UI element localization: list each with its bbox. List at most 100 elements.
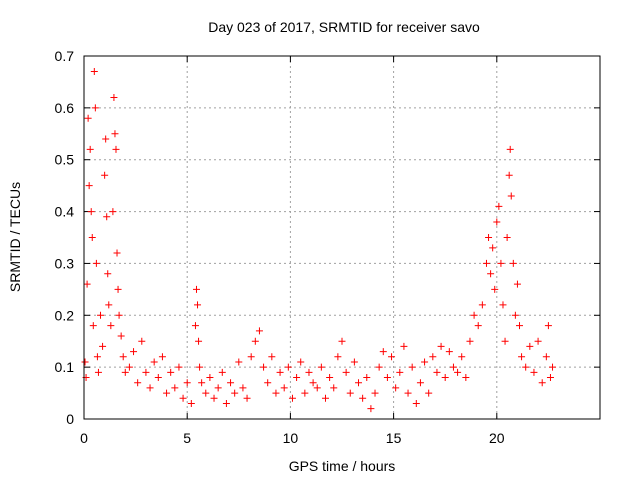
plot-frame: [83, 55, 601, 420]
data-point: [227, 379, 235, 387]
x-tick-label: 20: [489, 430, 505, 446]
y-tick-label: 0: [66, 411, 74, 427]
data-points: [81, 68, 557, 413]
data-point: [518, 353, 526, 361]
data-point: [84, 114, 92, 122]
x-axis-label: GPS time / hours: [289, 458, 396, 474]
x-tick-label: 10: [283, 430, 299, 446]
data-point: [474, 322, 482, 330]
data-point: [112, 145, 120, 153]
data-point: [309, 379, 317, 387]
data-point: [326, 374, 334, 382]
data-point: [396, 368, 404, 376]
data-point: [503, 234, 511, 241]
data-point: [383, 374, 391, 382]
data-point: [288, 394, 296, 402]
data-point: [421, 358, 429, 366]
data-point: [115, 311, 123, 319]
data-point: [150, 358, 158, 366]
data-point: [425, 389, 433, 397]
data-point: [104, 270, 112, 278]
data-point: [99, 342, 107, 350]
data-point: [167, 368, 175, 376]
data-point: [195, 337, 203, 345]
data-point: [493, 218, 501, 226]
data-point: [462, 374, 470, 382]
data-point: [497, 259, 505, 267]
data-point: [154, 374, 162, 382]
data-point: [198, 379, 206, 387]
data-point: [513, 280, 521, 288]
data-point: [404, 389, 412, 397]
data-point: [86, 145, 94, 153]
data-point: [437, 342, 445, 350]
data-point: [110, 93, 118, 101]
data-point: [163, 389, 171, 397]
data-point: [191, 322, 199, 330]
data-point: [454, 368, 462, 376]
data-point: [429, 353, 437, 361]
data-point: [192, 285, 200, 293]
data-point: [111, 130, 119, 138]
data-point: [202, 389, 210, 397]
data-point: [183, 379, 191, 387]
data-point: [93, 353, 101, 361]
data-point: [342, 368, 350, 376]
data-point: [255, 327, 263, 335]
data-point: [272, 389, 280, 397]
data-point: [134, 379, 142, 387]
data-point: [379, 348, 387, 356]
x-tick-label: 15: [386, 430, 402, 446]
data-point: [83, 280, 91, 288]
data-point: [542, 353, 550, 361]
data-point: [103, 213, 111, 221]
data-point: [214, 384, 222, 392]
y-tick-label: 0.4: [55, 204, 75, 220]
data-point: [105, 301, 113, 309]
data-point: [400, 342, 408, 350]
data-point: [499, 301, 507, 309]
data-point: [367, 405, 375, 413]
data-point: [305, 368, 313, 376]
data-point: [549, 363, 557, 371]
data-point: [338, 337, 346, 345]
data-point: [218, 368, 226, 376]
data-point: [487, 270, 495, 278]
data-point: [179, 394, 187, 402]
data-point: [210, 394, 218, 402]
data-point: [538, 379, 546, 387]
data-point: [107, 322, 115, 330]
data-point: [276, 368, 284, 376]
data-point: [243, 394, 251, 402]
data-point: [130, 348, 138, 356]
data-point: [175, 363, 183, 371]
data-point: [317, 363, 325, 371]
data-point: [507, 192, 515, 200]
data-point: [206, 374, 214, 382]
data-point: [375, 363, 383, 371]
x-tick-label: 5: [183, 430, 191, 446]
data-point: [534, 337, 542, 345]
data-point: [445, 348, 453, 356]
gridlines: [84, 56, 600, 419]
data-point: [239, 384, 247, 392]
data-point: [146, 384, 154, 392]
data-point: [509, 259, 517, 267]
data-point: [482, 259, 490, 267]
data-point: [412, 399, 420, 407]
data-point: [92, 259, 100, 267]
data-point: [171, 384, 179, 392]
data-point: [506, 145, 514, 153]
data-point: [485, 234, 493, 241]
data-point: [505, 171, 513, 179]
data-point: [522, 363, 530, 371]
data-point: [268, 353, 276, 361]
data-point: [194, 301, 202, 309]
y-tick-label: 0.2: [55, 307, 75, 323]
data-point: [330, 384, 338, 392]
data-point: [321, 394, 329, 402]
y-axis-label: SRMTID / TECUs: [7, 182, 23, 292]
data-point: [119, 353, 127, 361]
data-point: [81, 358, 89, 366]
data-point: [187, 399, 195, 407]
